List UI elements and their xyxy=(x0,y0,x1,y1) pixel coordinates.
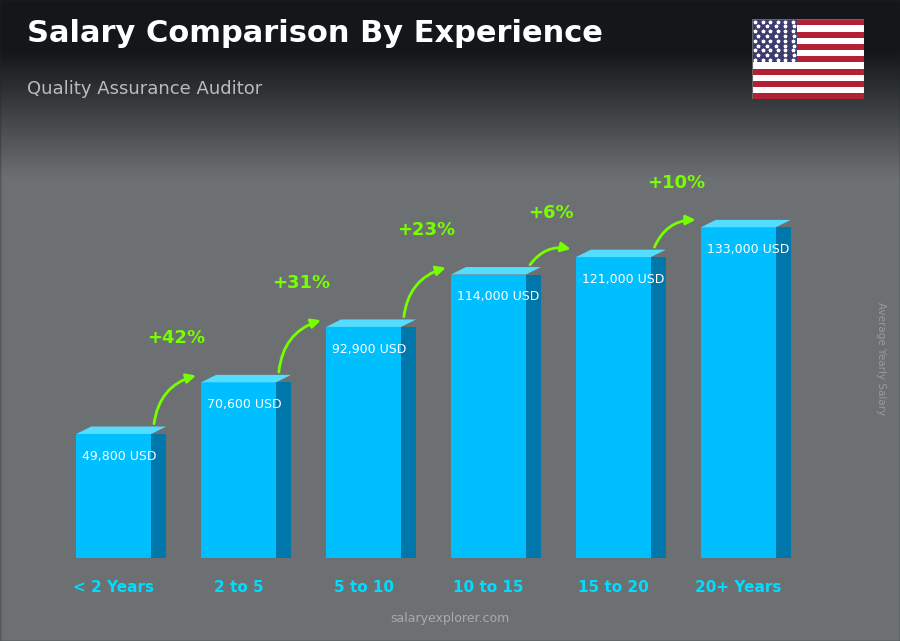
Text: Quality Assurance Auditor: Quality Assurance Auditor xyxy=(27,80,262,98)
Polygon shape xyxy=(326,327,401,558)
FancyArrowPatch shape xyxy=(530,243,568,265)
Text: salaryexplorer.com: salaryexplorer.com xyxy=(391,612,509,625)
Polygon shape xyxy=(752,19,864,26)
Text: Average Yearly Salary: Average Yearly Salary xyxy=(877,303,886,415)
Text: 15 to 20: 15 to 20 xyxy=(578,579,649,595)
FancyArrowPatch shape xyxy=(154,375,193,424)
Text: 121,000 USD: 121,000 USD xyxy=(582,273,664,286)
Text: +42%: +42% xyxy=(147,329,205,347)
Polygon shape xyxy=(276,382,291,558)
Polygon shape xyxy=(752,31,864,38)
Text: 114,000 USD: 114,000 USD xyxy=(457,290,540,303)
Text: 92,900 USD: 92,900 USD xyxy=(332,343,407,356)
Text: 70,600 USD: 70,600 USD xyxy=(207,398,282,412)
Polygon shape xyxy=(752,38,864,44)
Polygon shape xyxy=(752,75,864,81)
Polygon shape xyxy=(752,93,864,99)
Polygon shape xyxy=(151,434,166,558)
Polygon shape xyxy=(701,220,791,228)
Polygon shape xyxy=(776,228,791,558)
Text: 20+ Years: 20+ Years xyxy=(695,579,781,595)
Polygon shape xyxy=(526,274,541,558)
Text: +31%: +31% xyxy=(272,274,330,292)
Text: +10%: +10% xyxy=(647,174,705,192)
Text: 10 to 15: 10 to 15 xyxy=(454,579,524,595)
Polygon shape xyxy=(752,56,864,62)
Polygon shape xyxy=(202,382,276,558)
FancyArrowPatch shape xyxy=(279,320,318,372)
FancyArrowPatch shape xyxy=(404,267,443,317)
Polygon shape xyxy=(752,81,864,87)
Polygon shape xyxy=(76,426,166,434)
Polygon shape xyxy=(752,19,796,62)
Polygon shape xyxy=(76,434,151,558)
Text: 2 to 5: 2 to 5 xyxy=(214,579,264,595)
Polygon shape xyxy=(202,375,291,382)
Polygon shape xyxy=(701,228,776,558)
FancyArrowPatch shape xyxy=(654,216,692,247)
Polygon shape xyxy=(752,87,864,93)
Polygon shape xyxy=(752,62,864,69)
Polygon shape xyxy=(451,267,541,274)
Text: 49,800 USD: 49,800 USD xyxy=(83,450,157,463)
Polygon shape xyxy=(651,257,666,558)
Text: +6%: +6% xyxy=(528,204,573,222)
Polygon shape xyxy=(752,44,864,50)
Text: 5 to 10: 5 to 10 xyxy=(334,579,393,595)
Text: 133,000 USD: 133,000 USD xyxy=(707,243,789,256)
Polygon shape xyxy=(752,26,864,31)
Polygon shape xyxy=(326,319,416,327)
Polygon shape xyxy=(576,257,651,558)
Polygon shape xyxy=(576,249,666,257)
Polygon shape xyxy=(752,69,864,75)
Text: < 2 Years: < 2 Years xyxy=(73,579,154,595)
Polygon shape xyxy=(451,274,526,558)
Polygon shape xyxy=(401,327,416,558)
Text: Salary Comparison By Experience: Salary Comparison By Experience xyxy=(27,19,603,48)
Polygon shape xyxy=(752,50,864,56)
Text: +23%: +23% xyxy=(397,221,455,239)
